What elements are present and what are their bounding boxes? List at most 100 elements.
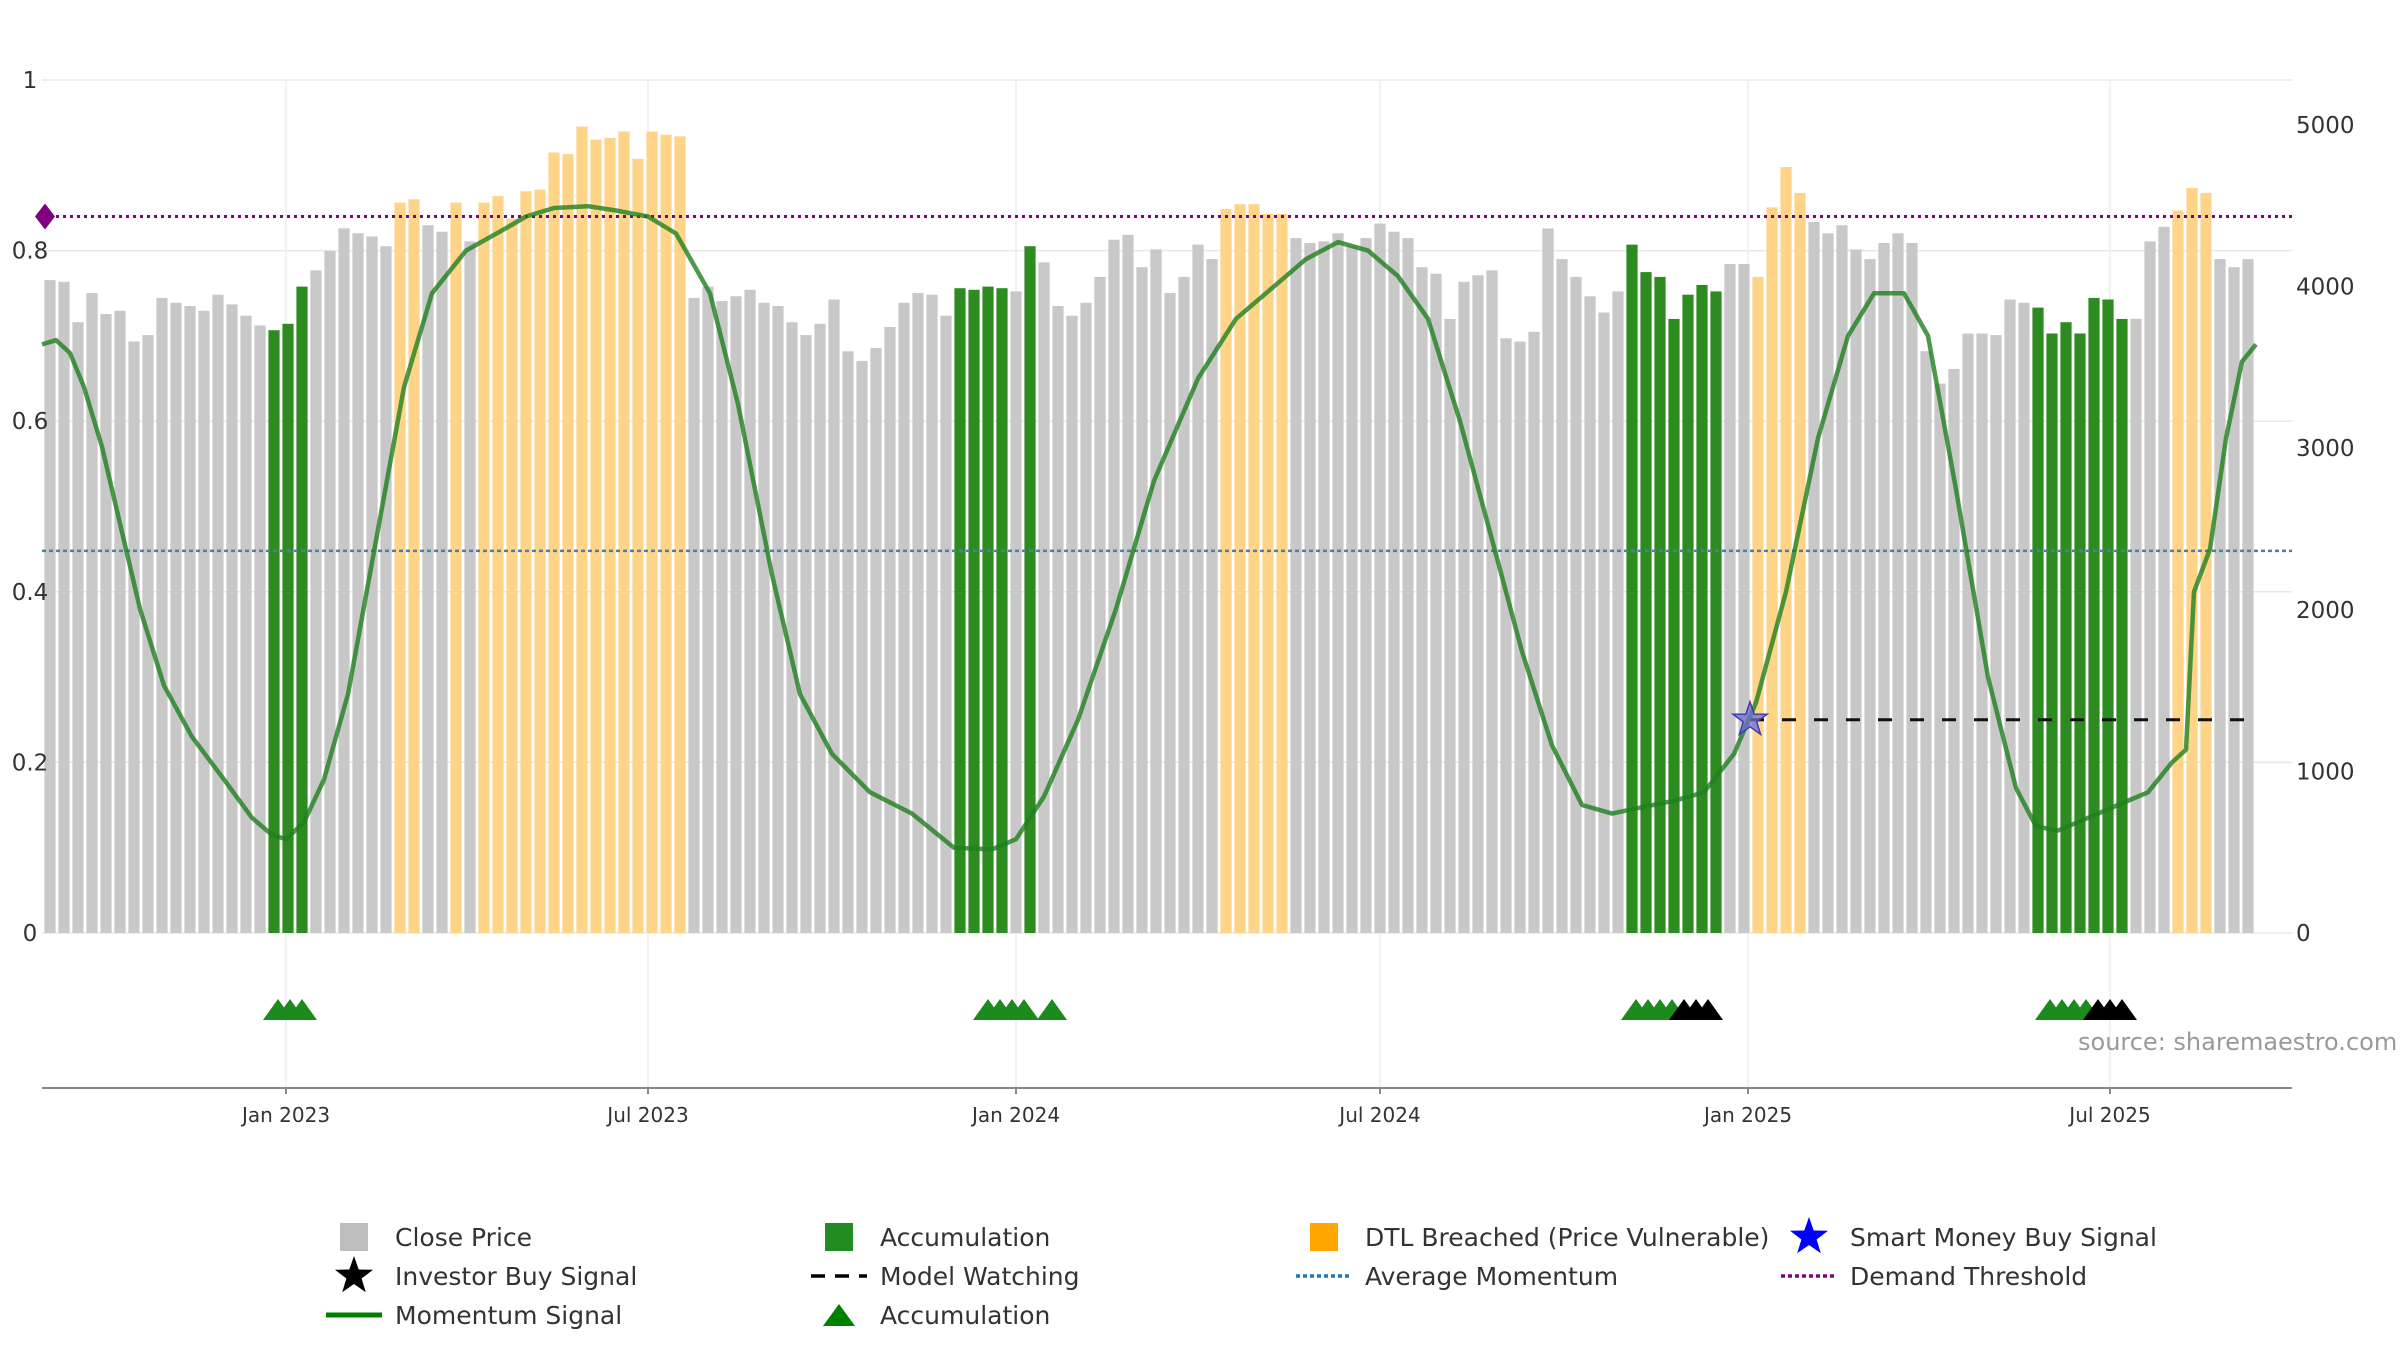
price-bars (44, 126, 2254, 934)
close-price-bar (1920, 351, 1932, 933)
legend-item: Investor Buy Signal (335, 1256, 637, 1293)
close-price-bar (688, 297, 700, 933)
close-price-bar (1486, 270, 1498, 933)
investor-triangle (2107, 999, 2137, 1020)
close-price-bar (1304, 243, 1316, 933)
close-price-bar (1164, 293, 1176, 934)
close-price-bar (1962, 333, 1974, 933)
dtl-breached-bar (1766, 207, 1778, 933)
close-price-bar (1010, 291, 1022, 933)
right-axis-tick-label: 3000 (2296, 436, 2355, 462)
close-price-bar (86, 293, 98, 934)
x-tick-label: Jul 2024 (1337, 1103, 1420, 1127)
dtl-breached-bar (604, 137, 616, 933)
investor-triangle (1693, 999, 1723, 1020)
close-price-bar (1136, 267, 1148, 933)
x-tick-label: Jul 2023 (605, 1103, 688, 1127)
close-price-bar (422, 225, 434, 933)
legend-label: Smart Money Buy Signal (1850, 1223, 2157, 1252)
accumulation-triangle (1009, 999, 1039, 1020)
close-price-bar (128, 341, 140, 933)
accumulation-bar (268, 330, 280, 933)
close-price-bar (2144, 241, 2156, 933)
close-price-bar (2004, 299, 2016, 933)
close-price-bar (1570, 276, 1582, 933)
close-price-bar (1430, 273, 1442, 933)
close-price-bar (1444, 318, 1456, 933)
signal-lines (35, 203, 2292, 852)
close-price-bar (2228, 267, 2240, 933)
close-price-bar (842, 351, 854, 933)
close-price-bar (1948, 369, 1960, 933)
dtl-breached-bar (408, 199, 420, 934)
legend-symbol-square (825, 1223, 853, 1251)
accumulation-bar (996, 288, 1008, 933)
close-price-bar (1052, 306, 1064, 933)
accumulation-bar (1626, 244, 1638, 934)
smart-money-buy-star (1730, 699, 1770, 737)
close-price-bar (324, 251, 336, 933)
close-price-bar (702, 286, 714, 934)
close-price-bar (1094, 276, 1106, 933)
legend-label: Close Price (395, 1223, 532, 1252)
dtl-breached-bar (660, 134, 672, 933)
source-label: source: sharemaestro.com (2078, 1028, 2397, 1056)
accumulation-bar (968, 289, 980, 933)
dtl-breached-bar (1220, 209, 1232, 933)
close-price-bar (1360, 238, 1372, 934)
left-axis-tick-label: 0.6 (12, 409, 49, 435)
legend: Close Price Accumulation DTL Breached (Pri… (326, 1217, 2157, 1330)
accumulation-bar (954, 288, 966, 933)
dtl-breached-bar (618, 131, 630, 933)
dtl-breached-bar (1248, 204, 1260, 933)
close-price-bar (1878, 243, 1890, 933)
close-price-bar (1206, 259, 1218, 934)
legend-item: Close Price (340, 1223, 532, 1252)
close-price-bar (940, 315, 952, 933)
close-price-bar (1738, 264, 1750, 933)
close-price-bar (884, 327, 896, 933)
accumulation-bar (282, 323, 294, 933)
close-price-bar (772, 306, 784, 933)
accumulation-triangle (287, 999, 317, 1020)
close-price-bar (1472, 275, 1484, 933)
accumulation-bar (296, 286, 308, 934)
close-price-bar (1556, 259, 1568, 934)
legend-label: Accumulation (880, 1223, 1050, 1252)
left-axis-tick-label: 0.8 (12, 239, 49, 265)
close-price-bar (436, 231, 448, 933)
close-price-bar (1906, 243, 1918, 933)
close-price-bar (1416, 267, 1428, 933)
dtl-breached-bar (2172, 210, 2184, 934)
close-price-bar (1724, 264, 1736, 933)
close-price-bar (926, 294, 938, 933)
x-tick-label: Jul 2025 (2067, 1103, 2150, 1127)
close-price-bar (1584, 296, 1596, 933)
accumulation-bar (2074, 333, 2086, 933)
accumulation-bar (1654, 276, 1666, 933)
dtl-breached-bar (1262, 213, 1274, 933)
dtl-breached-bar (520, 191, 532, 934)
accumulation-bar (982, 286, 994, 934)
dtl-breached-bar (492, 196, 504, 934)
close-price-bar (1892, 233, 1904, 934)
legend-label: Demand Threshold (1850, 1262, 2087, 1291)
legend-item: Accumulation (825, 1223, 1050, 1252)
legend-symbol-triangle (823, 1304, 855, 1326)
close-price-bar (44, 280, 56, 934)
close-price-bar (898, 302, 910, 933)
close-price-bar (1542, 228, 1554, 933)
legend-item: Demand Threshold (1781, 1262, 2087, 1291)
accumulation-bar (1710, 291, 1722, 933)
legend-symbol-star (1790, 1217, 1828, 1254)
legend-label: Momentum Signal (395, 1301, 622, 1330)
signal-markers (263, 699, 2137, 1020)
close-price-bar (1402, 238, 1414, 934)
dtl-breached-bar (394, 202, 406, 934)
x-tick-label: Jan 2023 (240, 1103, 330, 1127)
dtl-breached-bar (674, 136, 686, 934)
close-price-bar (1934, 383, 1946, 934)
close-price-bar (240, 315, 252, 933)
legend-symbol-square (340, 1223, 368, 1251)
